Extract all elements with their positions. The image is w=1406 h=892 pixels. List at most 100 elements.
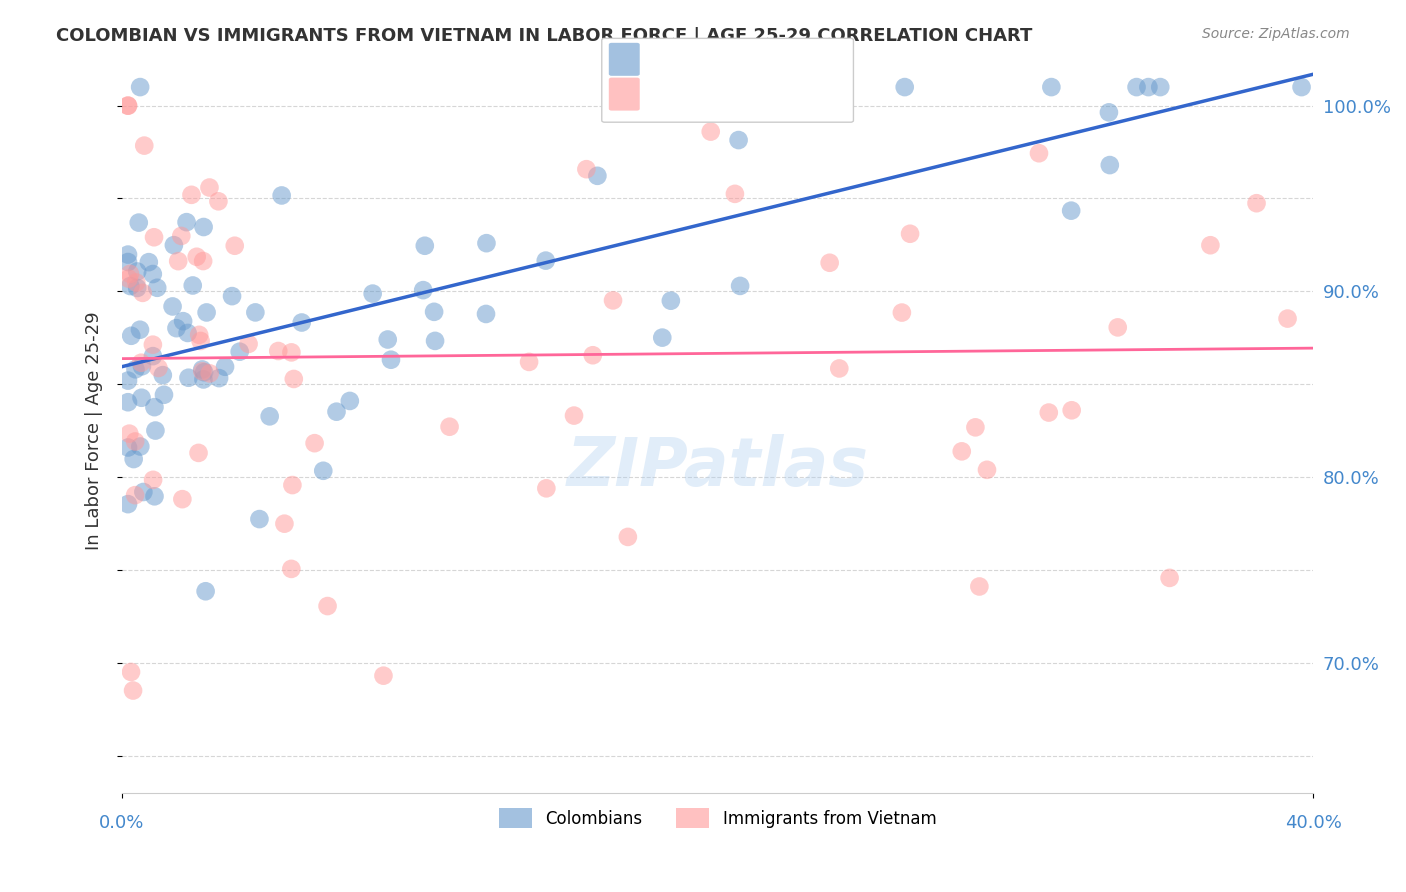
Point: [176, 326, 198, 340]
Point: [270, 188, 292, 202]
Point: [280, 345, 302, 359]
Point: [131, 285, 153, 300]
Point: [1246, 196, 1268, 211]
Point: [976, 463, 998, 477]
Point: [191, 254, 214, 268]
Point: [152, 368, 174, 383]
Point: [373, 668, 395, 682]
Point: [124, 434, 146, 449]
Point: [412, 283, 434, 297]
Point: [117, 374, 139, 388]
Y-axis label: In Labor Force | Age 25-29: In Labor Force | Age 25-29: [86, 311, 103, 549]
Point: [143, 230, 166, 244]
Point: [1199, 238, 1222, 252]
Point: [1159, 571, 1181, 585]
Point: [208, 371, 231, 385]
Point: [166, 321, 188, 335]
Point: [214, 359, 236, 374]
Text: R = 0.009   N = 68: R = 0.009 N = 68: [647, 86, 817, 103]
Point: [177, 370, 200, 384]
Point: [1060, 203, 1083, 218]
Point: [118, 426, 141, 441]
Point: [138, 255, 160, 269]
Point: [117, 395, 139, 409]
Point: [238, 337, 260, 351]
Point: [142, 267, 165, 281]
Point: [142, 337, 165, 351]
Point: [120, 665, 142, 679]
Point: [128, 216, 150, 230]
Point: [142, 473, 165, 487]
Point: [1098, 105, 1121, 120]
Text: 40.0%: 40.0%: [1285, 814, 1341, 832]
Point: [517, 355, 540, 369]
Point: [312, 464, 335, 478]
Point: [267, 344, 290, 359]
Point: [1028, 146, 1050, 161]
Point: [117, 255, 139, 269]
Point: [221, 289, 243, 303]
Point: [1149, 80, 1171, 95]
Point: [1277, 311, 1299, 326]
Point: [727, 133, 749, 147]
Point: [172, 492, 194, 507]
Point: [186, 250, 208, 264]
Point: [273, 516, 295, 531]
Point: [413, 239, 436, 253]
Point: [228, 344, 250, 359]
Point: [145, 424, 167, 438]
Point: [339, 393, 361, 408]
Point: [1291, 80, 1313, 95]
Point: [176, 215, 198, 229]
Point: [120, 328, 142, 343]
Point: [224, 238, 246, 252]
Point: [191, 362, 214, 376]
Point: [198, 367, 221, 381]
Point: [304, 436, 326, 450]
Point: [134, 138, 156, 153]
Point: [143, 400, 166, 414]
Point: [890, 305, 912, 319]
Point: [193, 219, 215, 234]
Point: [143, 489, 166, 503]
Point: [142, 349, 165, 363]
Text: Source: ZipAtlas.com: Source: ZipAtlas.com: [1202, 27, 1350, 41]
Point: [950, 444, 973, 458]
Point: [281, 478, 304, 492]
Point: [1060, 403, 1083, 417]
Point: [965, 420, 987, 434]
Point: [194, 584, 217, 599]
Point: [325, 405, 347, 419]
Point: [1125, 80, 1147, 95]
Point: [756, 80, 779, 95]
Point: [1040, 80, 1063, 95]
Point: [617, 530, 640, 544]
Point: [117, 98, 139, 112]
Point: [898, 227, 921, 241]
Point: [153, 388, 176, 402]
Point: [245, 305, 267, 319]
Point: [475, 307, 498, 321]
Point: [1038, 405, 1060, 419]
Point: [118, 267, 141, 281]
Text: 0.0%: 0.0%: [100, 814, 145, 832]
Point: [423, 305, 446, 319]
Point: [534, 253, 557, 268]
Point: [146, 281, 169, 295]
Point: [180, 187, 202, 202]
Point: [193, 365, 215, 379]
Legend: Colombians, Immigrants from Vietnam: Colombians, Immigrants from Vietnam: [492, 801, 943, 835]
Point: [181, 278, 204, 293]
Point: [132, 485, 155, 500]
Point: [651, 330, 673, 344]
Point: [699, 125, 721, 139]
Point: [207, 194, 229, 209]
Point: [586, 169, 609, 183]
Point: [191, 364, 214, 378]
Point: [148, 361, 170, 376]
Point: [280, 562, 302, 576]
Text: ZIPatlas: ZIPatlas: [567, 434, 869, 500]
Point: [117, 441, 139, 455]
Point: [129, 440, 152, 454]
Point: [283, 372, 305, 386]
